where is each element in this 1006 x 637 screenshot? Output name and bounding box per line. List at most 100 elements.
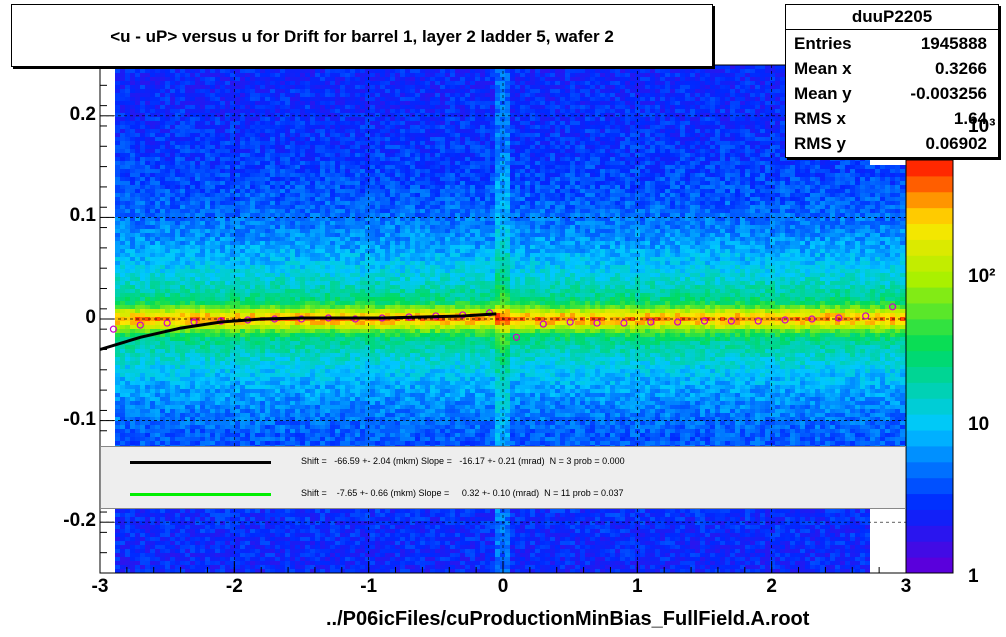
heatmap-cell [180,65,185,69]
heatmap-cell [195,533,200,537]
heatmap-cell [185,389,190,393]
heatmap-cell [190,85,195,89]
heatmap-cell [205,289,210,293]
heatmap-cell [130,401,135,405]
heatmap-cell [205,381,210,385]
heatmap-cell [285,377,290,381]
heatmap-cell [295,325,300,329]
heatmap-cell [115,105,120,109]
heatmap-cell [215,297,220,301]
heatmap-cell [115,249,120,253]
heatmap-cell [190,549,195,553]
heatmap-cell [165,73,170,77]
heatmap-cell [165,229,170,233]
heatmap-cell [215,265,220,269]
heatmap-cell [140,217,145,221]
heatmap-cell [265,153,270,157]
heatmap-cell [195,385,200,389]
heatmap-cell [205,225,210,229]
heatmap-cell [160,533,165,537]
heatmap-cell [260,281,265,285]
heatmap-cell [260,69,265,73]
heatmap-cell [230,257,235,261]
heatmap-cell [255,297,260,301]
heatmap-cell [125,173,130,177]
heatmap-cell [115,121,120,125]
heatmap-cell [255,333,260,337]
heatmap-cell [155,537,160,541]
heatmap-cell [190,153,195,157]
heatmap-cell [150,537,155,541]
heatmap-cell [270,277,275,281]
heatmap-cell [175,337,180,341]
heatmap-cell [195,517,200,521]
heatmap-cell [220,369,225,373]
heatmap-cell [180,197,185,201]
heatmap-cell [165,373,170,377]
heatmap-cell [270,209,275,213]
heatmap-cell [215,137,220,141]
heatmap-cell [270,433,275,437]
heatmap-cell [150,273,155,277]
heatmap-cell [275,145,280,149]
heatmap-cell [270,321,275,325]
heatmap-cell [270,393,275,397]
heatmap-cell [125,533,130,537]
heatmap-cell [180,321,185,325]
heatmap-cell [275,221,280,225]
heatmap-cell [140,229,145,233]
heatmap-cell [160,557,165,561]
heatmap-cell [220,325,225,329]
heatmap-cell [280,93,285,97]
heatmap-cell [290,381,295,385]
heatmap-cell [225,565,230,569]
heatmap-cell [275,417,280,421]
heatmap-cell [285,293,290,297]
heatmap-cell [270,97,275,101]
heatmap-cell [290,169,295,173]
heatmap-cell [120,437,125,441]
heatmap-cell [225,245,230,249]
heatmap-cell [150,129,155,133]
heatmap-cell [160,153,165,157]
heatmap-cell [170,157,175,161]
heatmap-cell [235,297,240,301]
heatmap-cell [280,433,285,437]
heatmap-cell [210,521,215,525]
heatmap-cell [245,293,250,297]
heatmap-cell [140,373,145,377]
heatmap-cell [310,125,315,129]
heatmap-cell [295,293,300,297]
heatmap-cell [155,437,160,441]
heatmap-cell [130,81,135,85]
heatmap-cell [195,565,200,569]
heatmap-cell [160,513,165,517]
heatmap-cell [240,165,245,169]
heatmap-cell [170,321,175,325]
heatmap-cell [265,569,270,573]
heatmap-cell [135,177,140,181]
heatmap-cell [285,509,290,513]
heatmap-cell [245,433,250,437]
heatmap-cell [175,313,180,317]
heatmap-cell [170,365,175,369]
heatmap-cell [125,317,130,321]
heatmap-cell [300,273,305,277]
heatmap-cell [255,137,260,141]
heatmap-cell [120,405,125,409]
heatmap-cell [240,293,245,297]
heatmap-cell [175,77,180,81]
heatmap-cell [295,237,300,241]
heatmap-cell [230,309,235,313]
heatmap-cell [130,285,135,289]
heatmap-cell [305,381,310,385]
heatmap-cell [255,293,260,297]
heatmap-cell [155,333,160,337]
heatmap-cell [255,377,260,381]
heatmap-cell [290,161,295,165]
heatmap-cell [290,113,295,117]
heatmap-cell [270,101,275,105]
heatmap-cell [170,417,175,421]
heatmap-cell [230,125,235,129]
heatmap-cell [250,517,255,521]
